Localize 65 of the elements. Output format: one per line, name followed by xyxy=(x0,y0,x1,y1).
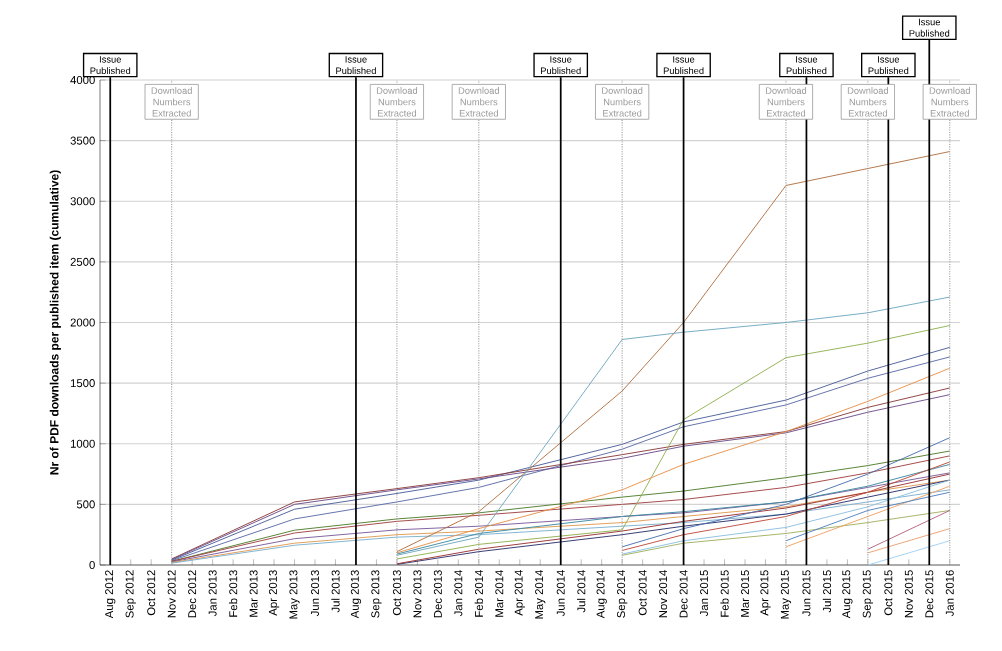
x-tick-label: Jul 2014 xyxy=(577,570,586,613)
ref-line-label: Download Numbers Extracted xyxy=(458,87,499,117)
ref-line-label: Download Numbers Extracted xyxy=(847,87,888,117)
ref-line-label: Download Numbers Extracted xyxy=(929,87,970,117)
x-tick-label: Mar 2014 xyxy=(495,570,504,617)
x-tick-label: Dec 2012 xyxy=(188,570,197,618)
x-tick-label: Apr 2014 xyxy=(514,570,525,616)
x-tick-label: Jan 2013 xyxy=(208,570,217,617)
x-tick-label: Sep 2014 xyxy=(617,570,628,618)
x-tick-label: May 2015 xyxy=(780,570,792,619)
y-tick-label: 1000 xyxy=(70,439,95,448)
x-tick-label: Jul 2013 xyxy=(331,570,340,613)
y-axis-title: Nr of PDF downloads per published item (cumulative) xyxy=(49,170,61,475)
x-tick-label: Aug 2012 xyxy=(105,570,116,619)
x-tick-label: Jul 2015 xyxy=(822,570,832,613)
ref-line-label: Issue Published xyxy=(541,56,581,74)
x-tick-label: Nov 2013 xyxy=(413,570,422,618)
x-tick-label: Feb 2014 xyxy=(474,570,483,617)
x-tick-label: Jan 2015 xyxy=(700,570,709,617)
ref-line-label: Download Numbers Extracted xyxy=(376,87,418,117)
y-tick-label: 1500 xyxy=(70,379,95,388)
x-tick-label: Aug 2014 xyxy=(596,570,607,619)
x-tick-label: Nov 2012 xyxy=(167,570,176,618)
x-tick-label: Nov 2014 xyxy=(659,570,668,618)
x-tick-label: Mar 2013 xyxy=(249,570,258,617)
ref-line-label: Download Numbers Extracted xyxy=(151,87,192,117)
ref-line-label: Issue Published xyxy=(786,56,827,74)
ref-line-label: Issue Published xyxy=(868,56,909,74)
x-tick-label: Sep 2015 xyxy=(862,570,873,618)
ref-line-label: Issue Published xyxy=(909,18,950,37)
ref-line-label: Issue Published xyxy=(90,56,131,74)
y-tick-label: 2500 xyxy=(70,257,95,266)
ref-line-label: Issue Published xyxy=(663,56,704,74)
y-tick-label: 3000 xyxy=(70,197,95,206)
y-tick-label: 3500 xyxy=(70,136,95,145)
ref-line-label: Download Numbers Extracted xyxy=(765,87,807,117)
x-tick-label: Nov 2015 xyxy=(904,570,913,618)
x-tick-label: May 2014 xyxy=(535,570,546,619)
x-tick-label: Sep 2013 xyxy=(371,570,382,618)
x-tick-label: Aug 2015 xyxy=(842,570,853,619)
x-tick-label: Jan 2014 xyxy=(454,570,463,617)
x-tick-label: May 2013 xyxy=(289,570,300,619)
x-tick-label: Aug 2013 xyxy=(350,570,362,619)
x-tick-label: Jun 2015 xyxy=(802,570,811,617)
x-tick-label: Feb 2015 xyxy=(720,570,729,617)
x-tick-label: Jun 2014 xyxy=(556,570,565,617)
x-tick-label: Oct 2013 xyxy=(392,570,401,616)
x-tick-label: Feb 2013 xyxy=(228,570,238,617)
x-tick-label: Jun 2013 xyxy=(311,570,320,617)
x-tick-label: Dec 2014 xyxy=(679,570,688,618)
y-tick-label: 2000 xyxy=(70,318,95,327)
ref-line-label: Download Numbers Extracted xyxy=(602,87,643,117)
x-tick-label: Jan 2016 xyxy=(945,570,954,617)
y-tick-label: 0 xyxy=(89,561,95,570)
ref-line-label: Issue Published xyxy=(336,56,376,74)
x-tick-label: Oct 2015 xyxy=(884,570,893,616)
x-tick-label: Apr 2013 xyxy=(268,570,280,616)
x-tick-label: Sep 2012 xyxy=(125,570,136,618)
x-tick-label: Dec 2013 xyxy=(433,570,442,618)
y-tick-label: 500 xyxy=(76,500,95,509)
x-tick-label: Oct 2014 xyxy=(638,570,647,616)
x-tick-label: Oct 2012 xyxy=(147,570,156,616)
x-tick-label: Dec 2015 xyxy=(925,570,934,618)
x-tick-label: Mar 2015 xyxy=(741,570,750,617)
x-tick-label: Apr 2015 xyxy=(760,570,771,616)
